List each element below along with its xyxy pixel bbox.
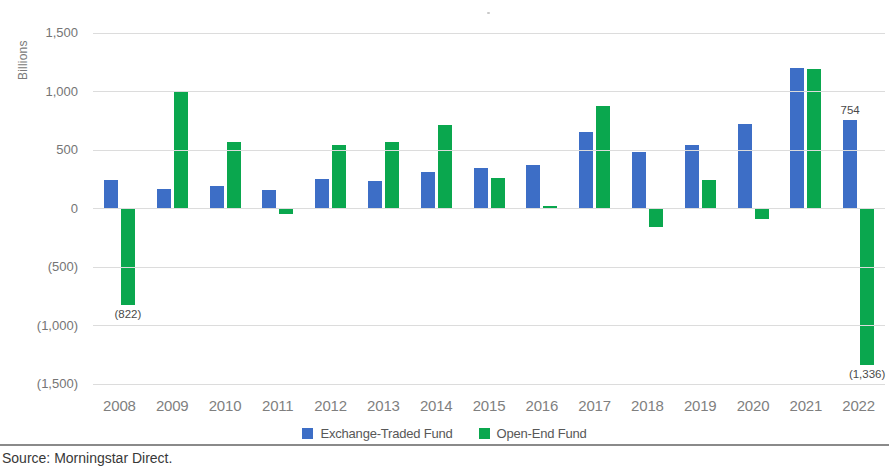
- bar-open-end-fund-2019: [702, 180, 716, 209]
- x-axis-label-2021: 2021: [779, 398, 832, 414]
- x-axis-label-2020: 2020: [727, 398, 780, 414]
- bar-open-end-fund-2018: [649, 209, 663, 227]
- y-tick-label--500: (500): [16, 260, 78, 274]
- artifact-dot: [487, 12, 490, 14]
- x-axis-label-2009: 2009: [146, 398, 199, 414]
- bar-exchange-traded-fund-2017: [579, 132, 593, 208]
- x-axis-label-2017: 2017: [568, 398, 621, 414]
- legend: Exchange-Traded Fund Open-End Fund: [0, 426, 889, 441]
- bar-exchange-traded-fund-2010: [210, 186, 224, 208]
- bar-exchange-traded-fund-2019: [685, 145, 699, 208]
- bar-exchange-traded-fund-2020: [738, 124, 752, 208]
- y-tick-label-1000: 1,000: [16, 85, 78, 99]
- y-tick-label--1500: (1,500): [16, 377, 78, 391]
- gridline-1000: [93, 91, 885, 92]
- x-axis-label-2019: 2019: [674, 398, 727, 414]
- bar-open-end-fund-2013: [385, 142, 399, 209]
- x-axis-label-2014: 2014: [410, 398, 463, 414]
- legend-item-exchange-traded-fund: Exchange-Traded Fund: [302, 426, 452, 441]
- bar-open-end-fund-2021: [807, 69, 821, 209]
- legend-item-open-end-fund: Open-End Fund: [479, 426, 587, 441]
- gridline--500: [93, 267, 885, 268]
- x-axis-label-2016: 2016: [515, 398, 568, 414]
- bar-open-end-fund-2014: [438, 125, 452, 209]
- etf-swatch-icon: [302, 428, 313, 439]
- gridline-0: [93, 208, 885, 209]
- value-label-2022-0: 754: [818, 104, 882, 117]
- footer-divider: [0, 444, 889, 446]
- bar-exchange-traded-fund-2018: [632, 152, 646, 208]
- x-axis-label-2008: 2008: [93, 398, 146, 414]
- x-axis-label-2018: 2018: [621, 398, 674, 414]
- bar-exchange-traded-fund-2014: [421, 172, 435, 209]
- bar-open-end-fund-2011: [279, 209, 293, 214]
- x-axis-label-2010: 2010: [199, 398, 252, 414]
- source-text: Source: Morningstar Direct.: [2, 450, 172, 466]
- x-axis-label-2022: 2022: [832, 398, 885, 414]
- bar-exchange-traded-fund-2015: [474, 168, 488, 208]
- fund-flows-chart: Billions (1,336)754(822)2022202120202019…: [0, 0, 889, 475]
- gridline--1000: [93, 325, 885, 326]
- value-label-2008-1: (822): [96, 308, 160, 321]
- bar-exchange-traded-fund-2008: [104, 180, 118, 208]
- x-axis-label-2011: 2011: [251, 398, 304, 414]
- bar-exchange-traded-fund-2011: [262, 190, 276, 208]
- legend-label-exchange-traded-fund: Exchange-Traded Fund: [320, 426, 452, 441]
- value-label-2022-1: (1,336): [835, 368, 889, 381]
- gridline-500: [93, 150, 885, 151]
- y-tick-label--1000: (1,000): [16, 319, 78, 333]
- y-tick-label-1500: 1,500: [16, 26, 78, 40]
- bar-open-end-fund-2022: [860, 209, 874, 365]
- bar-open-end-fund-2008: [121, 209, 135, 305]
- bar-exchange-traded-fund-2012: [315, 179, 329, 208]
- y-tick-label-0: 0: [16, 202, 78, 216]
- x-axis-label-2015: 2015: [463, 398, 516, 414]
- legend-label-open-end-fund: Open-End Fund: [497, 426, 587, 441]
- bar-exchange-traded-fund-2021: [790, 68, 804, 208]
- bar-open-end-fund-2015: [491, 178, 505, 208]
- bar-open-end-fund-2012: [332, 145, 346, 209]
- x-axis-label-2012: 2012: [304, 398, 357, 414]
- bar-exchange-traded-fund-2009: [157, 189, 171, 209]
- bar-exchange-traded-fund-2016: [526, 165, 540, 209]
- bar-open-end-fund-2010: [227, 142, 241, 209]
- x-axis-label-2013: 2013: [357, 398, 410, 414]
- bar-exchange-traded-fund-2022: [843, 120, 857, 208]
- gridline--1500: [93, 384, 885, 385]
- oef-swatch-icon: [479, 428, 490, 439]
- y-tick-label-500: 500: [16, 143, 78, 157]
- bar-open-end-fund-2020: [755, 209, 769, 220]
- bar-exchange-traded-fund-2013: [368, 181, 382, 208]
- gridline-1500: [93, 33, 885, 34]
- bar-open-end-fund-2017: [596, 106, 610, 209]
